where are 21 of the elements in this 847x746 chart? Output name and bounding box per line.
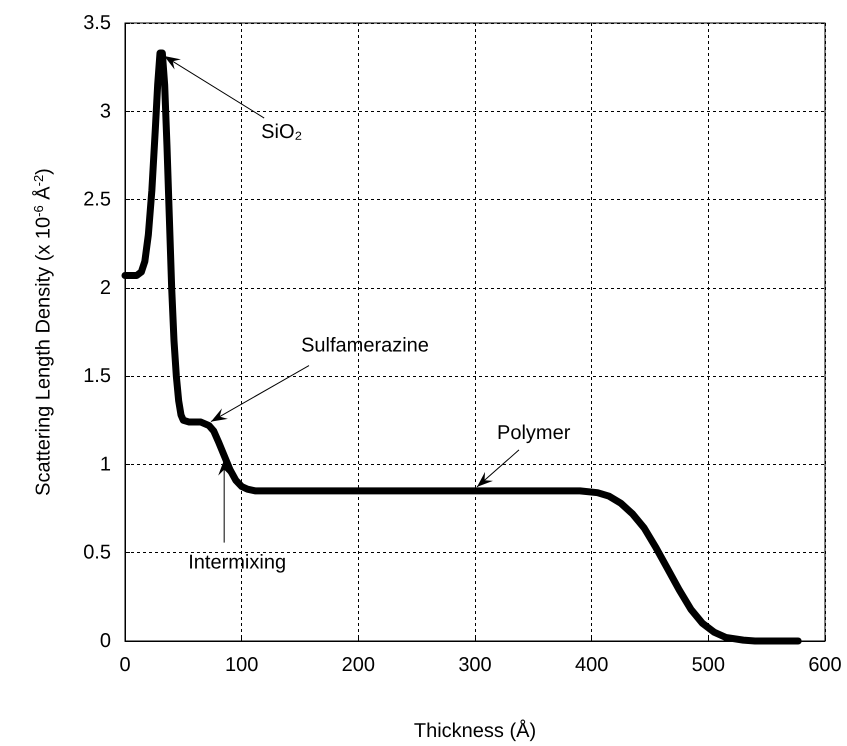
y-tick-label: 0 — [100, 630, 111, 652]
x-tick-label: 500 — [692, 654, 726, 676]
y-tick-label: 1.5 — [83, 365, 111, 388]
y-tick-label: 3 — [100, 100, 111, 122]
y-tick-label: 1 — [100, 453, 111, 476]
x-axis-title: Thickness (Å) — [414, 719, 536, 742]
x-tick-label: 600 — [808, 654, 842, 676]
annotation: SiO₂ — [261, 121, 302, 144]
x-tick-label: 300 — [458, 654, 492, 676]
x-tick-label: 0 — [119, 654, 131, 676]
annotation: Intermixing — [188, 552, 286, 574]
x-tick-label: 100 — [224, 654, 258, 676]
y-tick-label: 2.5 — [83, 188, 111, 211]
x-tick-label: 400 — [574, 654, 608, 676]
annotation: Polymer — [497, 422, 571, 444]
y-axis-title: Scattering Length Density (x 10-6 Å-2) — [31, 168, 54, 496]
x-tick-label: 200 — [342, 654, 376, 676]
y-tick-label: 3.5 — [83, 12, 111, 34]
y-tick-label: 0.5 — [83, 542, 111, 564]
y-tick-label: 2 — [100, 276, 111, 299]
annotation: Sulfamerazine — [301, 334, 429, 357]
